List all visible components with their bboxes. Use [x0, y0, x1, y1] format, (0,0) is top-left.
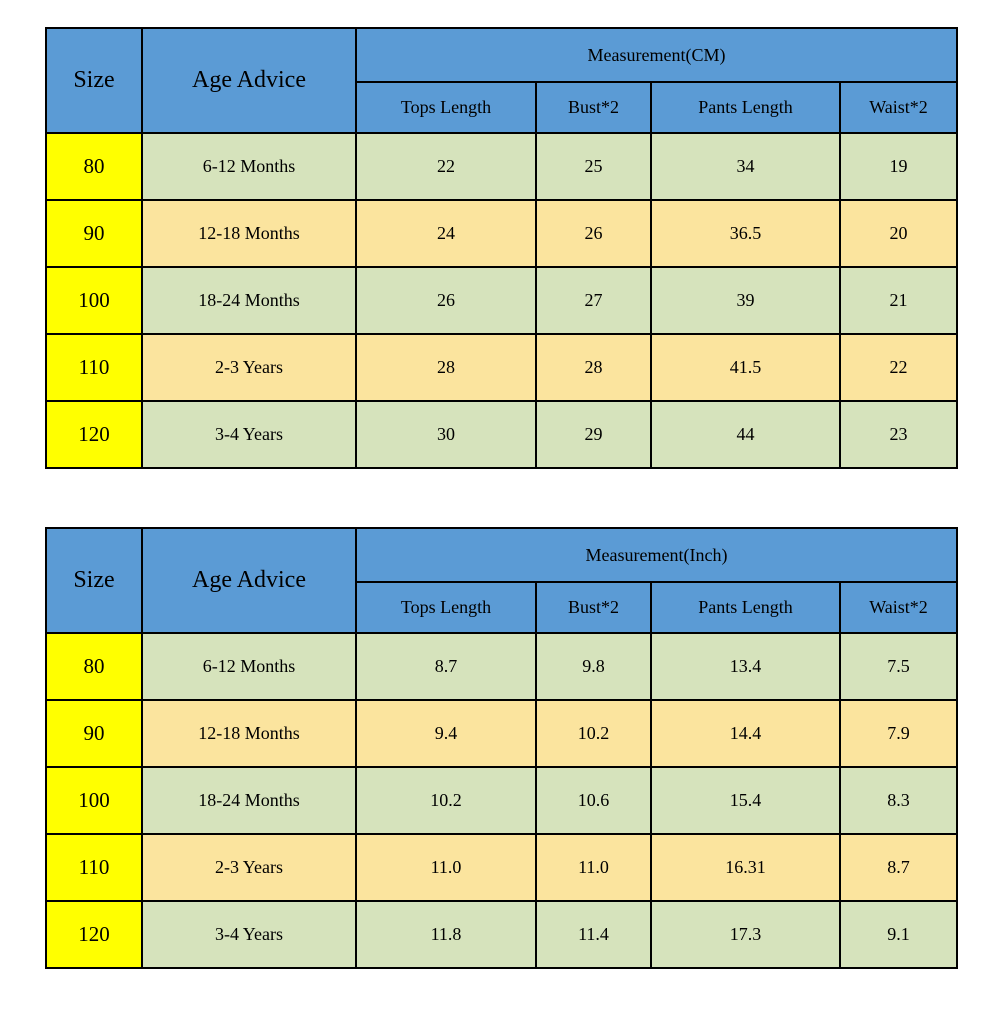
pants-length-cell: 34 — [650, 132, 841, 201]
pants-length-cell: 17.3 — [650, 900, 841, 969]
table-row: 80 6-12 Months 22 25 34 19 — [45, 132, 959, 201]
pants-length-cell: 36.5 — [650, 199, 841, 268]
tops-length-cell: 24 — [355, 199, 537, 268]
header-col-waist: Waist*2 — [838, 81, 959, 134]
table-row: 90 12-18 Months 9.4 10.2 14.4 7.9 — [45, 699, 958, 768]
bust-cell: 27 — [535, 266, 652, 335]
header-col-bust: Bust*2 — [535, 81, 652, 134]
bust-cell: 26 — [535, 199, 652, 268]
waist-cell: 23 — [838, 400, 959, 469]
waist-cell: 8.3 — [839, 766, 958, 835]
bust-cell: 28 — [535, 333, 652, 402]
tops-length-cell: 28 — [355, 333, 537, 402]
header-size: Size — [45, 27, 143, 134]
size-cell: 90 — [45, 199, 143, 268]
size-cell: 110 — [45, 833, 143, 902]
pants-length-cell: 16.31 — [650, 833, 841, 902]
bust-cell: 11.0 — [535, 833, 652, 902]
pants-length-cell: 41.5 — [650, 333, 841, 402]
size-cell: 90 — [45, 699, 143, 768]
table-row: 100 18-24 Months 26 27 39 21 — [45, 266, 959, 335]
age-cell: 6-12 Months — [141, 132, 357, 201]
pants-length-cell: 39 — [650, 266, 841, 335]
tops-length-cell: 8.7 — [355, 632, 537, 701]
pants-length-cell: 14.4 — [650, 699, 841, 768]
pants-length-cell: 44 — [650, 400, 841, 469]
table-row: 80 6-12 Months 8.7 9.8 13.4 7.5 — [45, 632, 958, 701]
bust-cell: 11.4 — [535, 900, 652, 969]
age-cell: 3-4 Years — [141, 400, 357, 469]
age-cell: 12-18 Months — [141, 699, 357, 768]
bust-cell: 29 — [535, 400, 652, 469]
age-cell: 18-24 Months — [141, 266, 357, 335]
size-chart-page: Size Age Advice Measurement(CM) Tops Len… — [45, 27, 959, 969]
header-col-bust: Bust*2 — [535, 581, 652, 634]
size-cell: 100 — [45, 766, 143, 835]
bust-cell: 10.2 — [535, 699, 652, 768]
waist-cell: 20 — [838, 199, 959, 268]
header-measurement-cm: Measurement(CM) — [354, 27, 959, 83]
age-cell: 2-3 Years — [141, 333, 357, 402]
tops-length-cell: 30 — [355, 400, 537, 469]
table-row: 110 2-3 Years 11.0 11.0 16.31 8.7 — [45, 833, 958, 902]
size-cell: 110 — [45, 333, 143, 402]
tops-length-cell: 10.2 — [355, 766, 537, 835]
waist-cell: 21 — [838, 266, 959, 335]
size-cell: 100 — [45, 266, 143, 335]
header-size: Size — [45, 527, 143, 634]
waist-cell: 8.7 — [839, 833, 958, 902]
size-cell: 120 — [45, 400, 143, 469]
age-cell: 2-3 Years — [141, 833, 357, 902]
pants-length-cell: 15.4 — [650, 766, 841, 835]
tops-length-cell: 11.0 — [355, 833, 537, 902]
pants-length-cell: 13.4 — [650, 632, 841, 701]
tops-length-cell: 26 — [355, 266, 537, 335]
size-table-inch: Size Age Advice Measurement(Inch) Tops L… — [45, 527, 958, 969]
table-row: 100 18-24 Months 10.2 10.6 15.4 8.3 — [45, 766, 958, 835]
table-row: 120 3-4 Years 30 29 44 23 — [45, 400, 959, 469]
age-cell: 3-4 Years — [141, 900, 357, 969]
header-age-advice: Age Advice — [141, 27, 357, 134]
age-cell: 6-12 Months — [141, 632, 357, 701]
table-row: 120 3-4 Years 11.8 11.4 17.3 9.1 — [45, 900, 958, 969]
table-row: 90 12-18 Months 24 26 36.5 20 — [45, 199, 959, 268]
header-col-tops-length: Tops Length — [355, 581, 537, 634]
header-col-pants-length: Pants Length — [650, 81, 841, 134]
header-col-waist: Waist*2 — [839, 581, 958, 634]
size-table-cm: Size Age Advice Measurement(CM) Tops Len… — [45, 27, 959, 469]
header-col-tops-length: Tops Length — [355, 81, 537, 134]
tops-length-cell: 11.8 — [355, 900, 537, 969]
size-cell: 80 — [45, 132, 143, 201]
waist-cell: 9.1 — [839, 900, 958, 969]
size-cell: 120 — [45, 900, 143, 969]
bust-cell: 25 — [535, 132, 652, 201]
header-measurement-inch: Measurement(Inch) — [355, 527, 958, 583]
waist-cell: 7.9 — [839, 699, 958, 768]
header-col-pants-length: Pants Length — [650, 581, 841, 634]
bust-cell: 10.6 — [535, 766, 652, 835]
tops-length-cell: 9.4 — [355, 699, 537, 768]
bust-cell: 9.8 — [535, 632, 652, 701]
age-cell: 18-24 Months — [141, 766, 357, 835]
age-cell: 12-18 Months — [141, 199, 357, 268]
waist-cell: 19 — [838, 132, 959, 201]
tops-length-cell: 22 — [355, 132, 537, 201]
size-cell: 80 — [45, 632, 143, 701]
table-row: 110 2-3 Years 28 28 41.5 22 — [45, 333, 959, 402]
waist-cell: 22 — [838, 333, 959, 402]
header-age-advice: Age Advice — [141, 527, 357, 634]
waist-cell: 7.5 — [839, 632, 958, 701]
